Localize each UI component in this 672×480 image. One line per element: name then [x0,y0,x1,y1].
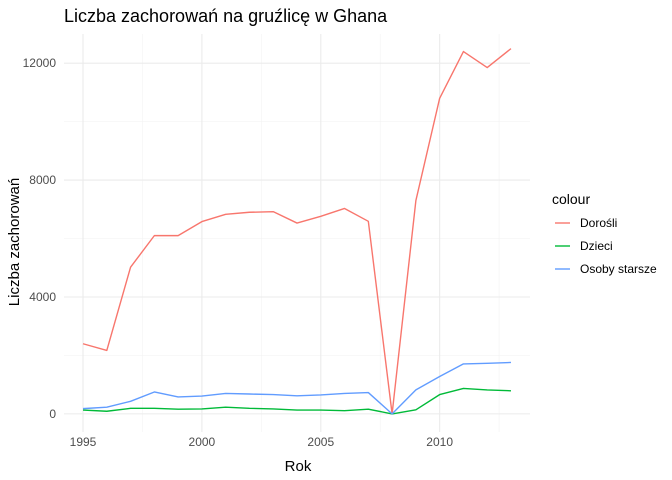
series-line-1 [82,48,512,415]
legend-items: Dorośli Dzieci Osoby starsze [555,216,657,276]
x-tick-label: 1995 [70,435,97,449]
legend-label-3: Osoby starsze [580,262,657,276]
y-tick-labels: 0 4000 8000 12000 [23,56,57,421]
chart-title: Liczba zachorowań na gruźlicę w Ghana [64,6,388,26]
y-tick-label: 0 [49,407,56,421]
legend-label-2: Dzieci [580,239,613,253]
x-tick-label: 2005 [307,435,334,449]
grid-layer [64,34,530,432]
x-axis-title: Rok [285,458,312,475]
y-axis-title: Liczba zachorowań [6,178,23,306]
legend-label-1: Dorośli [580,216,617,230]
legend-title: colour [552,191,590,207]
y-tick-label: 12000 [23,56,57,70]
series-line-2 [82,387,512,415]
series-line-3 [82,361,512,415]
y-tick-label: 8000 [29,173,56,187]
legend: colour Dorośli Dzieci Osoby starsze [552,191,657,276]
x-tick-label: 2010 [426,435,453,449]
x-tick-label: 2000 [189,435,216,449]
x-tick-labels: 1995 2000 2005 2010 [70,435,454,449]
y-tick-label: 4000 [29,290,56,304]
series-layer [82,48,512,415]
